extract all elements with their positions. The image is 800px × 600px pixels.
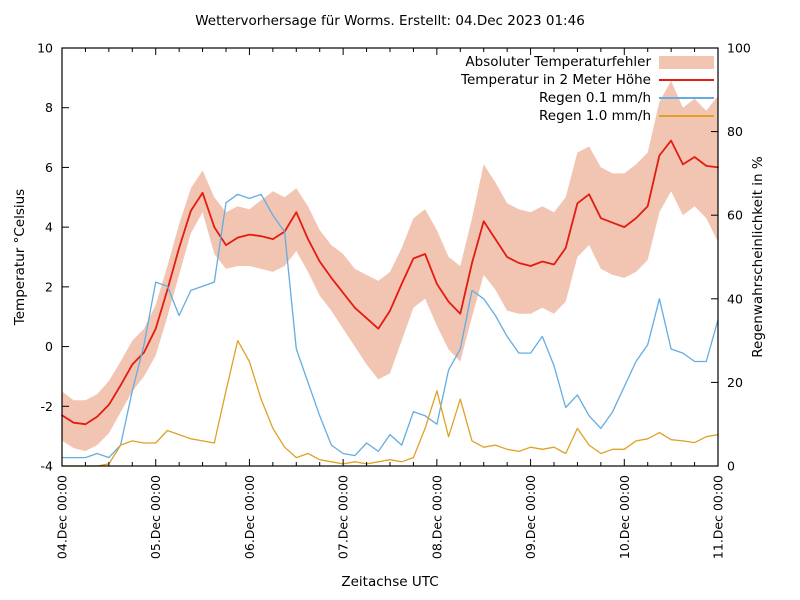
x-tick-label: 07.Dec 00:00 <box>336 475 351 559</box>
legend-label: Regen 0.1 mm/h <box>539 90 651 106</box>
legend-label: Absoluter Temperaturfehler <box>465 54 651 70</box>
legend-label: Regen 1.0 mm/h <box>539 108 651 124</box>
legend-label: Temperatur in 2 Meter Höhe <box>461 72 651 88</box>
y-axis-label-right: Regenwahrscheinlichkeit in % <box>750 156 766 358</box>
error-band-swatch <box>659 55 714 69</box>
legend-item-temperature: Temperatur in 2 Meter Höhe <box>461 71 714 89</box>
y-left-tick-label: 0 <box>45 339 53 354</box>
y-axis-label-left: Temperatur °Celsius <box>12 188 28 326</box>
y-left-tick-label: -2 <box>41 399 53 414</box>
rain01-line <box>61 193 719 459</box>
y-left-tick-label: 4 <box>45 220 53 235</box>
y-right-tick-label: 0 <box>727 459 735 474</box>
x-axis-label: Zeitachse UTC <box>341 574 439 590</box>
x-tick-label: 10.Dec 00:00 <box>617 475 632 559</box>
y-left-tick-label: 8 <box>45 100 53 115</box>
chart-title: Wettervorhersage für Worms. Erstellt: 04… <box>195 13 585 29</box>
y-left-tick-label: -4 <box>41 459 54 474</box>
x-tick-label: 06.Dec 00:00 <box>242 475 257 559</box>
rain10-line <box>61 339 719 467</box>
y-right-tick-label: 80 <box>727 124 743 139</box>
y-right-tick-label: 60 <box>727 208 743 223</box>
y-right-tick-label: 100 <box>727 41 751 56</box>
legend-item-rain10: Regen 1.0 mm/h <box>461 107 714 125</box>
y-right-tick-label: 20 <box>727 375 743 390</box>
temperature-line <box>61 139 719 426</box>
x-tick-label: 11.Dec 00:00 <box>711 475 726 559</box>
rain01-line-swatch <box>659 91 714 105</box>
x-tick-label: 04.Dec 00:00 <box>55 475 70 559</box>
y-left-tick-label: 6 <box>45 160 53 175</box>
x-tick-label: 08.Dec 00:00 <box>429 475 444 559</box>
y-left-tick-label: 10 <box>37 41 53 56</box>
legend-item-error-band: Absoluter Temperaturfehler <box>461 53 714 71</box>
y-left-tick-label: 2 <box>45 279 53 294</box>
x-tick-label: 05.Dec 00:00 <box>148 475 163 559</box>
legend-item-rain01: Regen 0.1 mm/h <box>461 89 714 107</box>
temperature-line-swatch <box>659 73 714 87</box>
x-tick-label: 09.Dec 00:00 <box>523 475 538 559</box>
legend: Absoluter Temperaturfehler Temperatur in… <box>461 53 714 125</box>
y-right-tick-label: 40 <box>727 291 743 306</box>
rain10-line-swatch <box>659 109 714 123</box>
